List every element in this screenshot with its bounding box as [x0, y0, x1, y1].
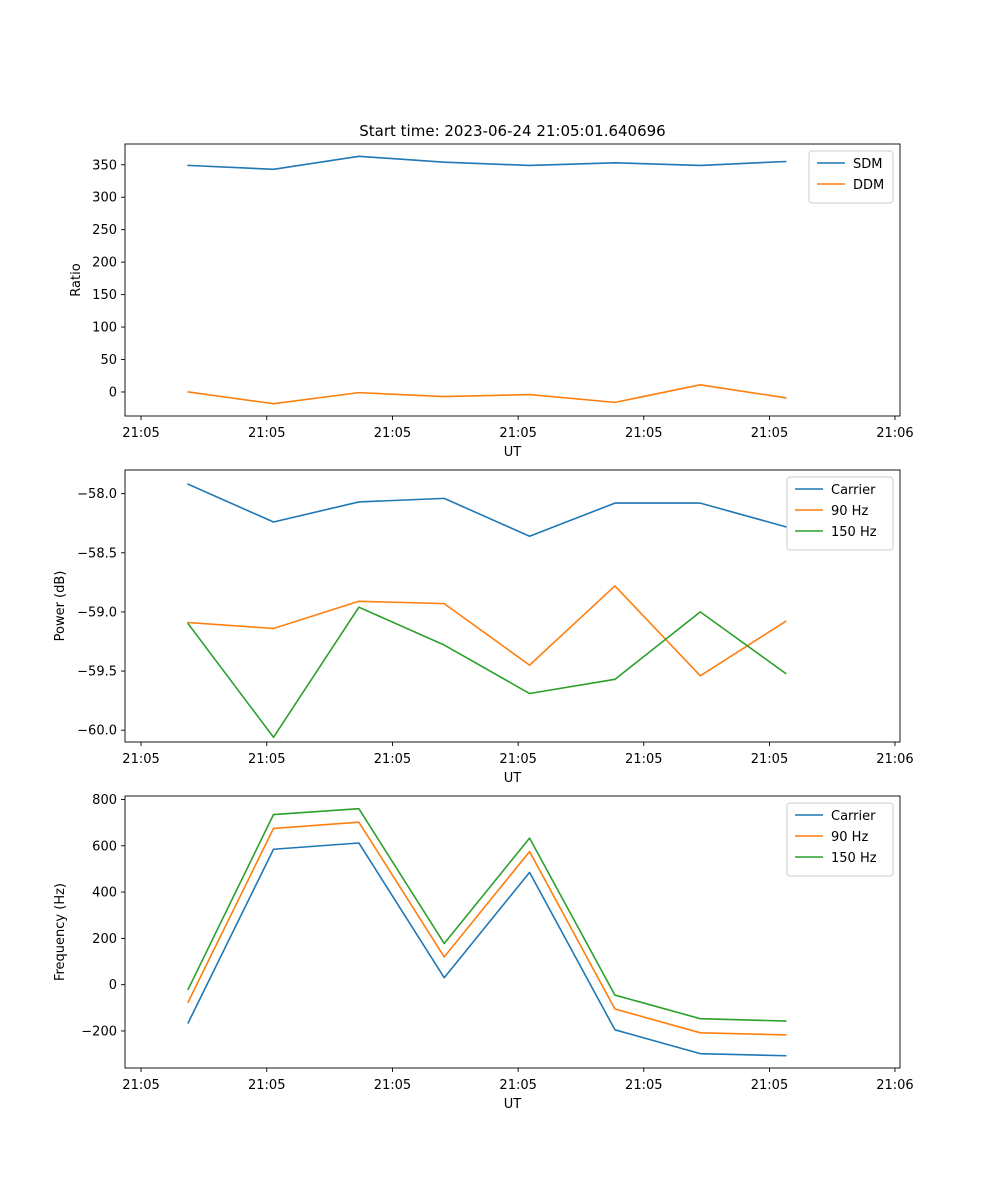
- x-tick-label: 21:06: [876, 426, 913, 441]
- x-tick-label: 21:05: [122, 1078, 159, 1093]
- x-tick-label: 21:05: [499, 426, 536, 441]
- legend-label: 90 Hz: [831, 504, 868, 519]
- x-tick-label: 21:05: [122, 752, 159, 767]
- y-tick-label: −58.5: [77, 546, 117, 561]
- legend-box: [808, 150, 894, 204]
- x-tick-label: 21:05: [374, 426, 411, 441]
- y-tick-label: −200: [81, 1024, 117, 1039]
- legend-label: Carrier: [831, 809, 876, 824]
- x-tick-label: 21:05: [625, 1078, 662, 1093]
- y-tick-label: −58.0: [77, 487, 117, 502]
- legend-label: 150 Hz: [831, 851, 877, 866]
- x-tick-label: 21:05: [499, 1078, 536, 1093]
- x-tick-label: 21:05: [751, 426, 788, 441]
- x-tick-label: 21:05: [374, 752, 411, 767]
- y-tick-label: 0: [109, 385, 117, 400]
- y-tick-label: 800: [92, 793, 117, 808]
- x-axis-label: UT: [504, 771, 522, 786]
- x-axis-label: UT: [504, 1097, 522, 1112]
- legend-label: Carrier: [831, 483, 876, 498]
- y-tick-label: 200: [92, 932, 117, 947]
- legend-label: 150 Hz: [831, 525, 877, 540]
- x-tick-label: 21:05: [751, 752, 788, 767]
- x-tick-label: 21:05: [248, 426, 285, 441]
- y-tick-label: 150: [92, 288, 117, 303]
- legend: Carrier 90 Hz 150 Hz: [786, 802, 894, 877]
- y-tick-label: 0: [109, 978, 117, 993]
- plots-area: 0 50 100 150 200 250 300 350 21:05 21:05 21:05 21:0…: [53, 143, 914, 1112]
- y-tick-label: 200: [92, 256, 117, 271]
- series-line-150-hz: [187, 606, 787, 739]
- y-tick-label: 300: [92, 191, 117, 206]
- y-tick-label: 600: [92, 839, 117, 854]
- x-tick-label: 21:06: [876, 1078, 913, 1093]
- series-line-150-hz: [187, 807, 787, 1022]
- series-line-90-hz: [187, 821, 787, 1036]
- x-tick-label: 21:05: [499, 752, 536, 767]
- subplot-1: 0 50 100 150 200 250 300 350 21:05 21:05 21:05 21:0…: [69, 143, 914, 460]
- y-axis-label: Power (dB): [53, 571, 68, 642]
- x-tick-label: 21:05: [625, 426, 662, 441]
- series-line-carrier: [187, 842, 787, 1057]
- y-tick-label: −60.0: [77, 724, 117, 739]
- axes-frame: [124, 795, 901, 1069]
- legend-label: SDM: [853, 157, 882, 172]
- y-axis-label: Ratio: [69, 263, 84, 296]
- legend: Carrier 90 Hz 150 Hz: [786, 476, 894, 551]
- x-tick-label: 21:05: [751, 1078, 788, 1093]
- y-tick-label: −59.0: [77, 605, 117, 620]
- y-tick-label: 400: [92, 886, 117, 901]
- x-tick-label: 21:05: [625, 752, 662, 767]
- x-tick-label: 21:05: [122, 426, 159, 441]
- y-tick-label: 100: [92, 321, 117, 336]
- x-tick-label: 21:05: [374, 1078, 411, 1093]
- series-line-90-hz: [187, 585, 787, 677]
- legend: SDM DDM: [808, 150, 894, 204]
- series-line-carrier: [187, 483, 787, 538]
- subplot-3: −200 0 200 400 600 800 21:05 21:05 21:05 21:05 21:…: [53, 793, 914, 1112]
- x-tick-label: 21:06: [876, 752, 913, 767]
- x-tick-label: 21:05: [248, 1078, 285, 1093]
- x-axis-label: UT: [504, 445, 522, 460]
- axes-frame: [124, 469, 901, 743]
- legend-label: 90 Hz: [831, 830, 868, 845]
- y-tick-label: 50: [100, 353, 117, 368]
- series-line-ddm: [187, 384, 787, 405]
- legend-label: DDM: [853, 178, 884, 193]
- x-tick-label: 21:05: [248, 752, 285, 767]
- series-line-sdm: [187, 155, 787, 171]
- figure-title: Start time: 2023-06-24 21:05:01.640696: [359, 122, 665, 140]
- y-axis-label: Frequency (Hz): [53, 883, 68, 981]
- y-tick-label: 250: [92, 223, 117, 238]
- subplot-2: −58.0 −58.5 −59.0 −59.5 −60.0 21:05 21:05 21:05…: [53, 469, 914, 786]
- axes-frame: [124, 143, 901, 417]
- y-tick-label: −59.5: [77, 665, 117, 680]
- y-tick-label: 350: [92, 158, 117, 173]
